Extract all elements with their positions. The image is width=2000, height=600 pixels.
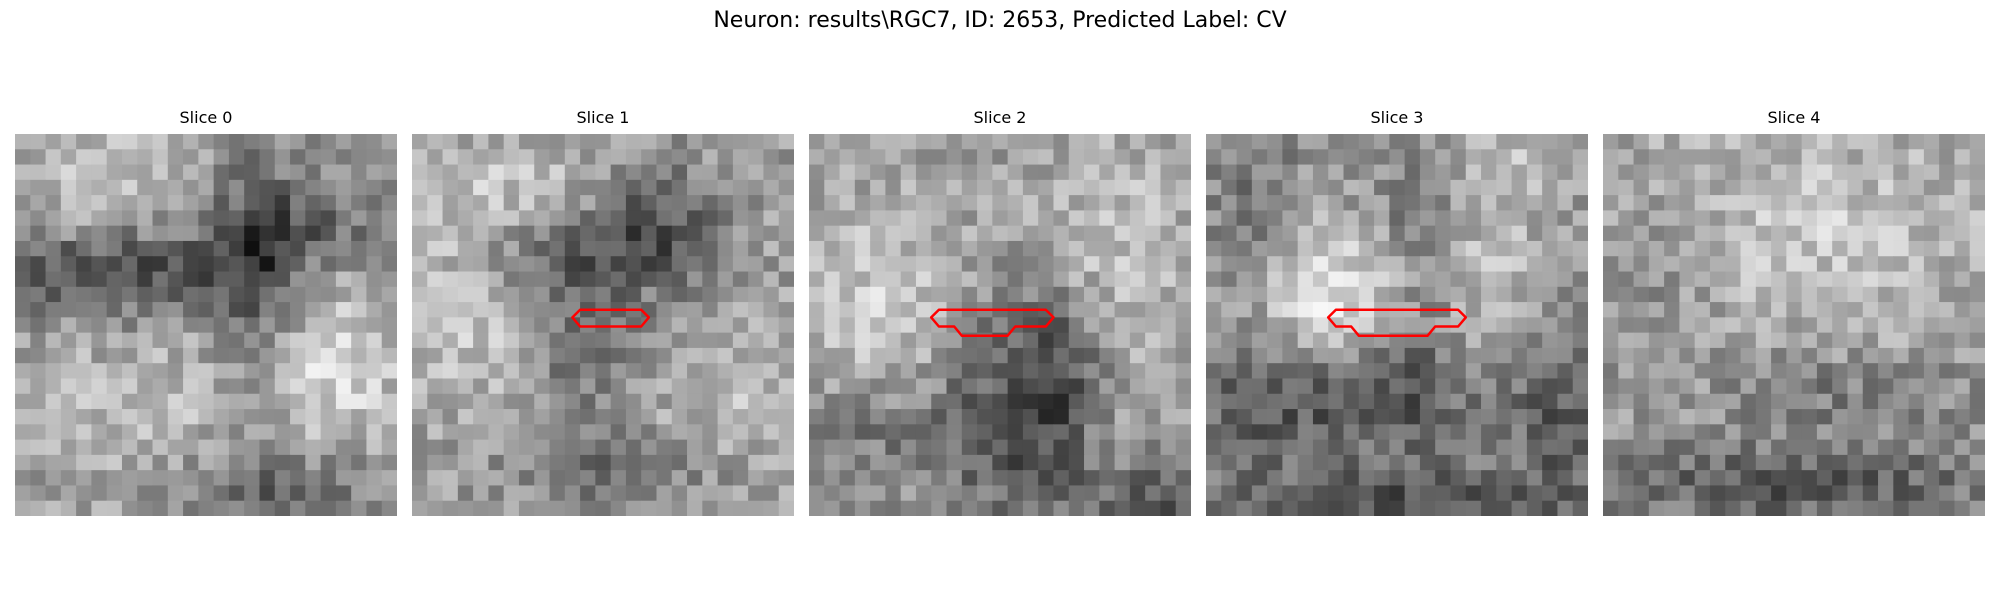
slice-title: Slice 3 — [1370, 108, 1424, 127]
slice-image — [1603, 134, 1985, 516]
figure-title: Neuron: results\RGC7, ID: 2653, Predicte… — [713, 8, 1287, 33]
slice-image — [809, 134, 1191, 516]
slice-panel-2: Slice 2 — [809, 108, 1191, 516]
slice-panel-1: Slice 1 — [412, 108, 794, 516]
slice-title: Slice 0 — [179, 108, 233, 127]
slice-panel-3: Slice 3 — [1206, 108, 1588, 516]
segmentation-contour — [929, 308, 1055, 337]
slice-title: Slice 1 — [576, 108, 630, 127]
slice-title: Slice 4 — [1767, 108, 1821, 127]
slice-panel-4: Slice 4 — [1603, 108, 1985, 516]
segmentation-contour — [571, 308, 651, 328]
slice-image — [15, 134, 397, 516]
slice-title: Slice 2 — [973, 108, 1027, 127]
slice-image — [1206, 134, 1588, 516]
segmentation-contour — [1326, 308, 1468, 337]
slice-panel-0: Slice 0 — [15, 108, 397, 516]
slice-image — [412, 134, 794, 516]
